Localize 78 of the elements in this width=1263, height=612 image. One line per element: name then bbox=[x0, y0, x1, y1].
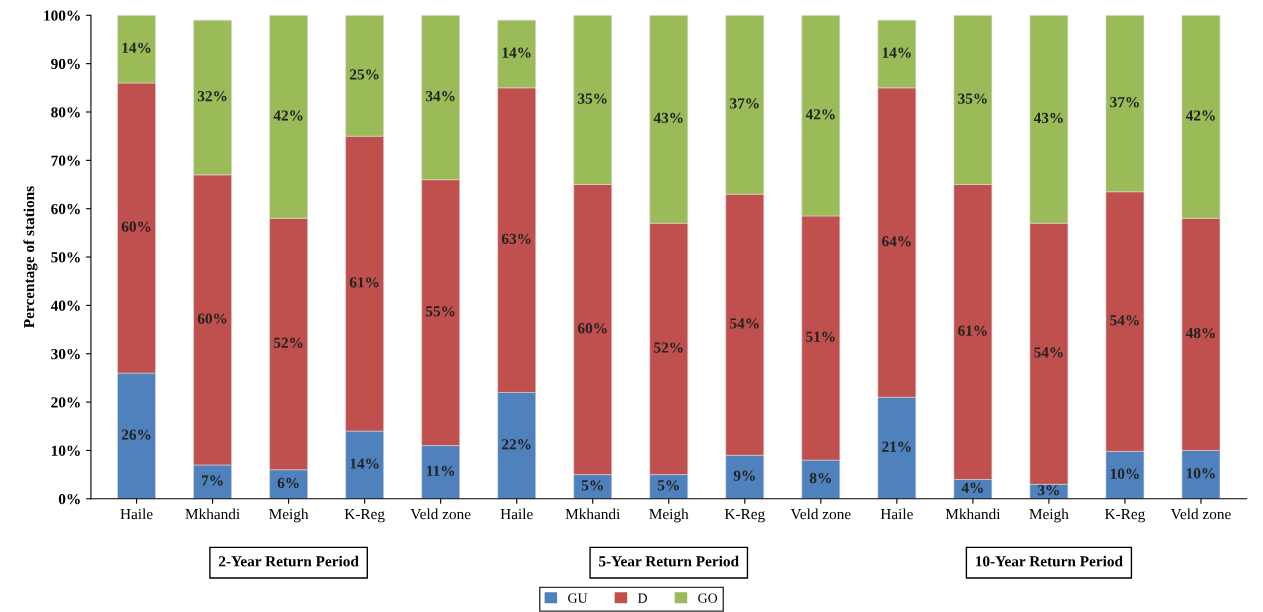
data-label: 5% bbox=[657, 480, 679, 491]
y-tick-label: 0% bbox=[58, 493, 80, 505]
y-tick-label: 20% bbox=[51, 397, 80, 408]
x-tick-label: Mkhandi bbox=[945, 508, 1001, 520]
data-label: 61% bbox=[958, 325, 987, 336]
text: 2-Year Return Period bbox=[218, 555, 359, 567]
data-label: 52% bbox=[654, 342, 683, 353]
x-tick-label: Veld zone bbox=[410, 508, 471, 520]
y-tick-label: 80% bbox=[51, 107, 80, 118]
y-tick-label: 100% bbox=[44, 10, 80, 21]
text: 5-Year Return Period bbox=[599, 555, 739, 567]
data-label: 37% bbox=[730, 98, 759, 109]
y-tick-label: 90% bbox=[51, 58, 80, 70]
data-label: 42% bbox=[805, 109, 835, 120]
data-label: 63% bbox=[501, 233, 531, 244]
data-label: 52% bbox=[273, 337, 303, 348]
y-tick-label: 10% bbox=[51, 445, 80, 456]
data-label: 14% bbox=[350, 458, 379, 469]
data-label: 10% bbox=[1186, 468, 1215, 479]
data-label: 22% bbox=[502, 439, 531, 450]
data-label: 10% bbox=[1110, 468, 1139, 479]
data-label: 3% bbox=[1038, 485, 1059, 496]
data-label: 14% bbox=[882, 47, 911, 58]
data-label: 60% bbox=[197, 313, 227, 324]
data-label: 42% bbox=[273, 110, 303, 121]
data-label: 54% bbox=[1034, 347, 1063, 358]
y-tick-label: 50% bbox=[51, 252, 80, 263]
data-label: 34% bbox=[425, 91, 455, 102]
x-tick-label: Veld zone bbox=[1170, 508, 1231, 520]
x-tick-label: Mkhandi bbox=[565, 508, 621, 520]
legend-label: GO bbox=[698, 593, 718, 603]
data-label: 25% bbox=[350, 69, 379, 80]
data-label: 55% bbox=[426, 306, 455, 317]
y-axis-title: Percentage of stations bbox=[23, 186, 38, 328]
x-tick-label: Meigh bbox=[269, 508, 309, 523]
x-tick-label: Veld zone bbox=[790, 508, 851, 520]
data-label: 21% bbox=[882, 441, 911, 452]
x-tick-label: Meigh bbox=[649, 508, 689, 523]
data-label: 51% bbox=[806, 331, 835, 342]
data-label: 9% bbox=[733, 470, 755, 481]
data-label: 32% bbox=[197, 91, 227, 102]
data-label: 11% bbox=[427, 465, 455, 477]
data-label: 42% bbox=[1185, 110, 1215, 121]
data-label: 37% bbox=[1110, 97, 1139, 108]
data-label: 54% bbox=[730, 318, 759, 329]
data-label: 61% bbox=[349, 277, 379, 288]
data-label: 4% bbox=[961, 482, 983, 493]
data-label: 64% bbox=[882, 236, 911, 247]
legend-label: GU bbox=[568, 593, 588, 603]
x-tick-label: Haile bbox=[120, 508, 153, 520]
data-label: 35% bbox=[578, 93, 607, 104]
data-label: 5% bbox=[581, 480, 603, 491]
y-tick-label: 30% bbox=[51, 348, 80, 360]
text: 10-Year Return Period bbox=[976, 555, 1123, 567]
x-tick-label: K-Reg bbox=[1105, 509, 1146, 523]
data-label: 48% bbox=[1185, 327, 1215, 339]
data-label: 14% bbox=[122, 42, 151, 54]
data-label: 60% bbox=[577, 323, 607, 334]
y-tick-label: 70% bbox=[51, 155, 80, 166]
x-tick-label: K-Reg bbox=[344, 509, 385, 523]
data-label: 43% bbox=[1033, 112, 1063, 124]
data-label: 14% bbox=[502, 47, 531, 58]
y-tick-label: 40% bbox=[50, 300, 80, 311]
data-label: 35% bbox=[958, 93, 987, 104]
data-label: 8% bbox=[809, 472, 831, 484]
x-tick-label: Meigh bbox=[1029, 508, 1069, 523]
x-tick-label: Haile bbox=[500, 508, 533, 520]
y-tick-label: 60% bbox=[51, 203, 80, 215]
data-label: 54% bbox=[1110, 315, 1139, 326]
data-label: 6% bbox=[277, 477, 299, 489]
x-tick-label: Haile bbox=[880, 508, 913, 520]
data-label: 7% bbox=[202, 475, 223, 486]
data-label: 26% bbox=[121, 429, 151, 440]
x-tick-label: Mkhandi bbox=[185, 508, 240, 520]
legend-label: D bbox=[638, 593, 648, 603]
x-tick-label: K-Reg bbox=[724, 509, 765, 523]
data-label: 43% bbox=[653, 112, 683, 124]
data-label: 60% bbox=[121, 221, 151, 232]
